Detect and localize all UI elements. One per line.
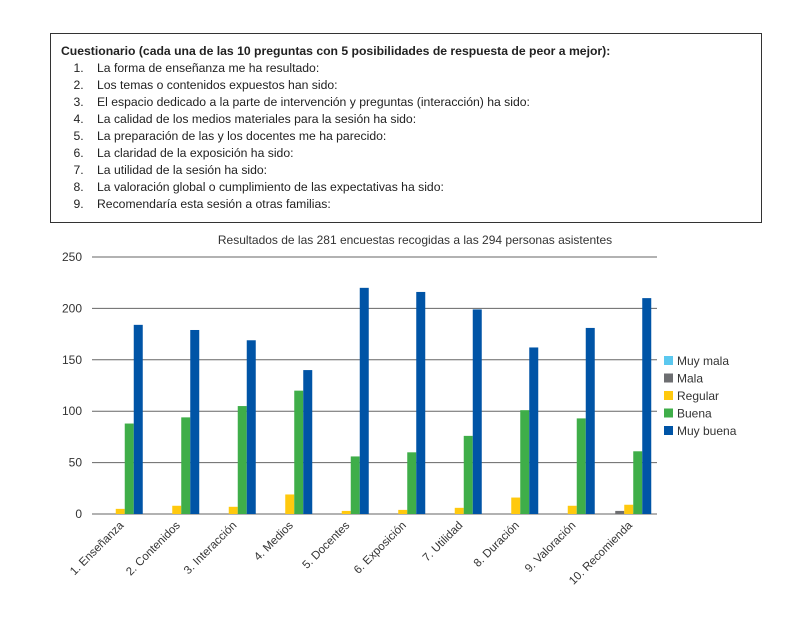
question-item: La preparación de las y los docentes me … bbox=[87, 128, 751, 145]
x-tick-label: 2. Contenidos bbox=[124, 519, 183, 578]
y-tick-label: 0 bbox=[75, 507, 82, 521]
bar-regular bbox=[285, 494, 295, 514]
y-tick-label: 150 bbox=[62, 353, 82, 367]
bar-regular bbox=[228, 506, 238, 514]
legend-label: Muy buena bbox=[677, 424, 737, 438]
y-tick-label: 250 bbox=[62, 250, 82, 264]
bar-regular bbox=[115, 508, 125, 514]
bar-muy-buena bbox=[303, 370, 313, 514]
x-tick-label: 4. Medios bbox=[252, 519, 296, 563]
question-list: La forma de enseñanza me ha resultado:Lo… bbox=[61, 60, 751, 213]
bar-muy-buena bbox=[246, 340, 256, 514]
bar-regular bbox=[172, 505, 182, 514]
questionnaire-box: Cuestionario (cada una de las 10 pregunt… bbox=[50, 33, 762, 223]
bar-regular bbox=[567, 505, 577, 514]
question-item: La utilidad de la sesión ha sido: bbox=[87, 162, 751, 179]
bar-muy-buena bbox=[359, 287, 369, 514]
bar-muy-buena bbox=[585, 327, 595, 514]
bar-buena bbox=[576, 418, 586, 514]
bar-regular bbox=[341, 510, 351, 514]
question-item: La valoración global o cumplimiento de l… bbox=[87, 179, 751, 196]
question-item: La claridad de la exposición ha sido: bbox=[87, 145, 751, 162]
x-tick-label: 1. Enseñanza bbox=[68, 519, 127, 578]
legend-swatch bbox=[664, 408, 673, 418]
x-tick-label: 10. Recomienda bbox=[567, 519, 635, 587]
bar-buena bbox=[350, 456, 360, 514]
question-item: La calidad de los medios materiales para… bbox=[87, 111, 751, 128]
bar-buena bbox=[463, 435, 473, 514]
chart-title: Resultados de las 281 encuestas recogida… bbox=[218, 233, 612, 247]
question-item: Los temas o contenidos expuestos han sid… bbox=[87, 77, 751, 94]
bar-buena bbox=[124, 423, 134, 514]
x-tick-label: 7. Utilidad bbox=[421, 520, 466, 565]
bar-muy-buena bbox=[472, 309, 482, 514]
bar-muy-buena bbox=[529, 347, 539, 514]
bar-buena bbox=[294, 390, 304, 514]
bar-muy-buena bbox=[133, 324, 143, 514]
bar-muy-buena bbox=[190, 329, 200, 514]
x-tick-label: 8. Duración bbox=[472, 520, 522, 570]
bar-regular bbox=[398, 509, 408, 514]
legend-label: Muy mala bbox=[677, 354, 729, 368]
bar-buena bbox=[520, 410, 530, 514]
question-item: La forma de enseñanza me ha resultado: bbox=[87, 60, 751, 77]
legend-swatch bbox=[664, 426, 673, 435]
bar-mala bbox=[615, 510, 625, 514]
bar-muy-buena bbox=[642, 298, 652, 514]
x-tick-label: 9. Valoración bbox=[523, 520, 578, 575]
legend-swatch bbox=[664, 356, 673, 365]
bar-buena bbox=[633, 451, 643, 514]
bar-regular bbox=[624, 504, 634, 514]
bar-buena bbox=[181, 417, 191, 514]
legend-label: Mala bbox=[677, 372, 703, 386]
bar-buena bbox=[407, 452, 417, 514]
bar-regular bbox=[511, 497, 521, 514]
y-tick-label: 50 bbox=[69, 456, 83, 470]
bar-buena bbox=[237, 406, 247, 514]
legend-label: Buena bbox=[677, 407, 712, 421]
question-item: El espacio dedicado a la parte de interv… bbox=[87, 94, 751, 111]
questionnaire-title: Cuestionario (cada una de las 10 pregunt… bbox=[61, 44, 611, 58]
legend-swatch bbox=[664, 373, 673, 383]
y-tick-label: 100 bbox=[62, 404, 82, 418]
bar-muy-buena bbox=[416, 291, 426, 514]
bar-regular bbox=[454, 507, 464, 514]
legend-swatch bbox=[664, 391, 673, 400]
x-tick-label: 5. Docentes bbox=[300, 519, 352, 571]
y-tick-label: 200 bbox=[62, 301, 82, 315]
x-tick-label: 6. Exposición bbox=[352, 520, 409, 577]
x-tick-label: 3. Interacción bbox=[182, 520, 239, 577]
legend-label: Regular bbox=[677, 389, 719, 403]
question-item: Recomendaría esta sesión a otras familia… bbox=[87, 196, 751, 213]
